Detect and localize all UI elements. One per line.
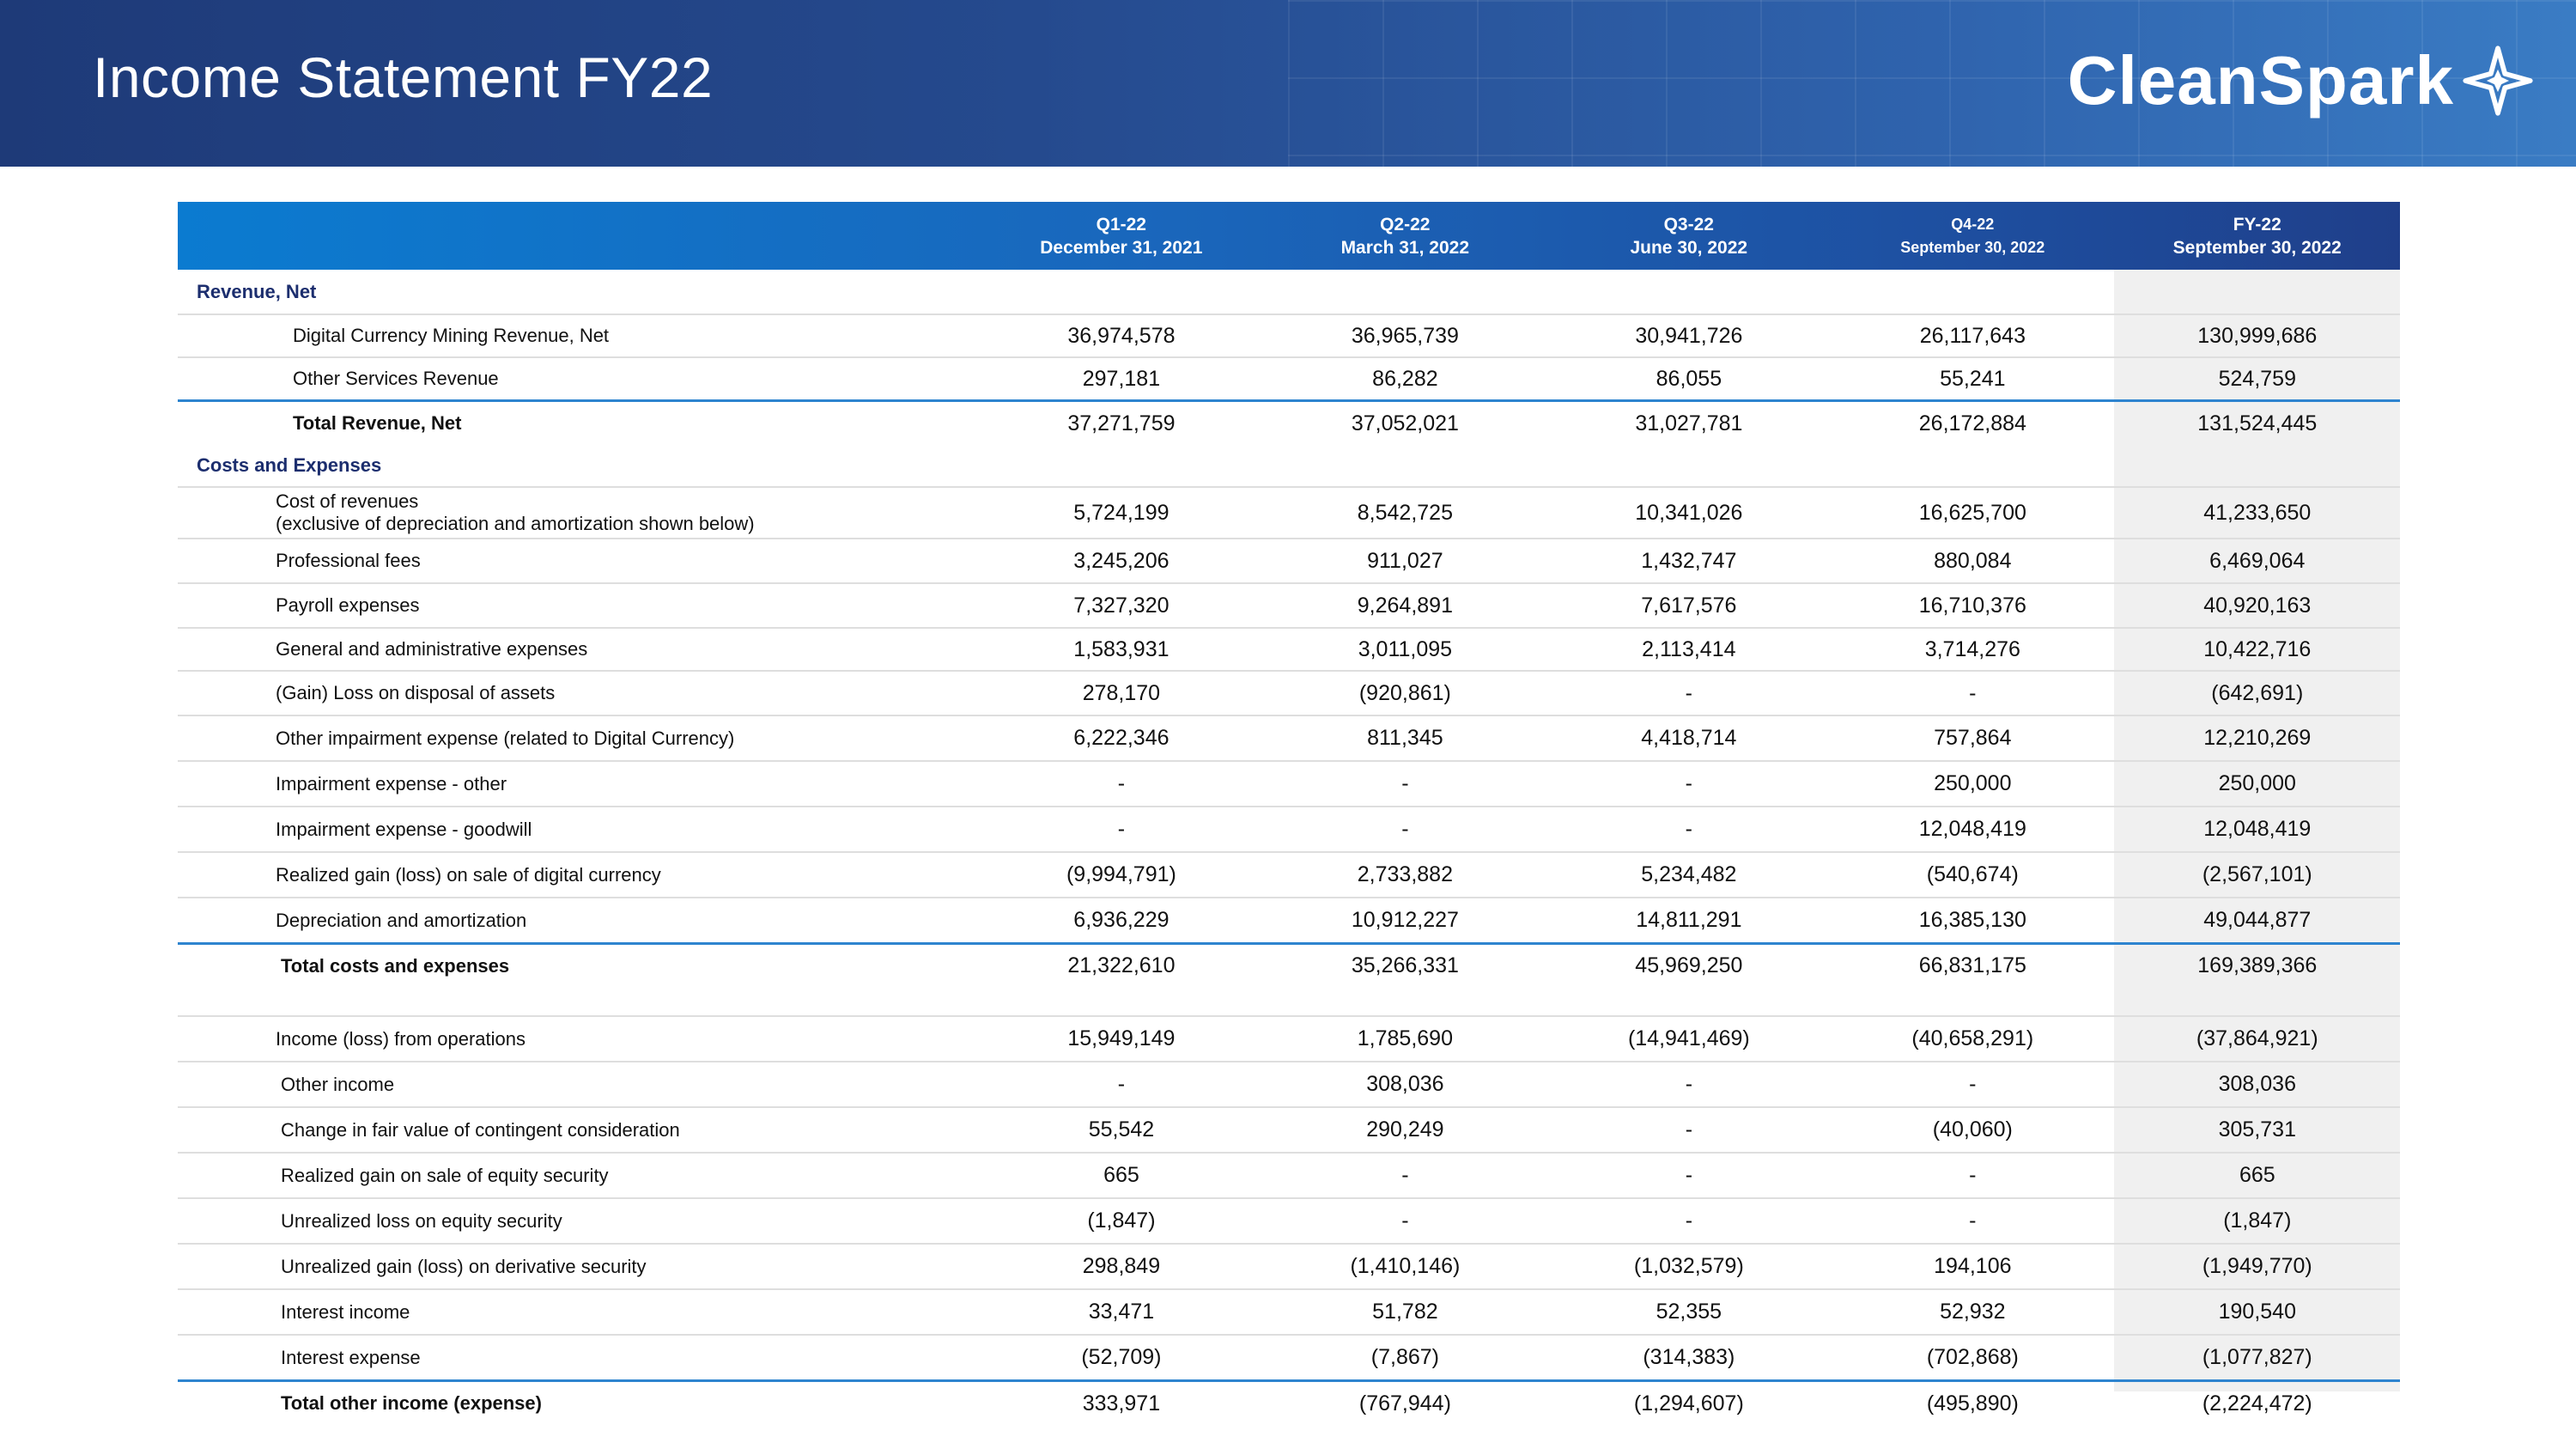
row-realized-equity: Realized gain on sale of equity security…: [178, 1154, 2400, 1199]
page-title: Income Statement FY22: [93, 46, 714, 109]
row-interest-income: Interest income 33,471 51,782 52,355 52,…: [178, 1290, 2400, 1336]
income-statement-table: Q1-22 December 31, 2021 Q2-22 March 31, 20…: [178, 202, 2400, 1425]
row-other-impairment: Other impairment expense (related to Dig…: [178, 716, 2400, 762]
section-revenue: Revenue, Net: [178, 270, 2400, 315]
row-depreciation: Depreciation and amortization 6,936,229 …: [178, 898, 2400, 945]
header-q1: Q1-22 December 31, 2021: [1040, 214, 1203, 258]
row-total-revenue: Total Revenue, Net 37,271,759 37,052,021…: [293, 411, 2318, 435]
header-q2: Q2-22 March 31, 2022: [1340, 214, 1469, 258]
row-cost-of-revenues: Cost of revenues (exclusive of depreciat…: [178, 488, 2400, 539]
row-realized-digital: Realized gain (loss) on sale of digital …: [178, 853, 2400, 898]
row-professional-fees: Professional fees 3,245,206 911,027 1,43…: [178, 539, 2400, 584]
row-mining-revenue: Digital Currency Mining Revenue, Net 36,…: [178, 315, 2400, 358]
row-payroll: Payroll expenses 7,327,320 9,264,891 7,6…: [178, 584, 2400, 629]
row-income-operations: Income (loss) from operations 15,949,149…: [178, 1017, 2400, 1062]
row-other-income: Other income - 308,036 - - 308,036: [178, 1062, 2400, 1108]
header-q3: Q3-22 June 30, 2022: [1630, 214, 1748, 258]
cost-of-revenues-label: Cost of revenues: [276, 490, 419, 512]
row-gain-loss-disposal: (Gain) Loss on disposal of assets 278,17…: [178, 672, 2400, 716]
row-contingent: Change in fair value of contingent consi…: [178, 1108, 2400, 1154]
row-g-and-a: General and administrative expenses 1,58…: [178, 629, 2400, 672]
row-total-costs: Total costs and expenses 21,322,610 35,2…: [178, 945, 2400, 1017]
fy-column-shading: [2114, 270, 2400, 1391]
row-total-other: Total other income (expense) 333,971 (76…: [281, 1391, 2312, 1416]
row-impairment-goodwill: Impairment expense - goodwill - - - 12,0…: [178, 807, 2400, 853]
row-interest-expense: Interest expense (52,709) (7,867) (314,3…: [178, 1336, 2400, 1382]
header-fy: FY-22 September 30, 2022: [2172, 214, 2342, 258]
header-q4: Q4-22 September 30, 2022: [1900, 215, 2045, 256]
row-impairment-other: Impairment expense - other - - - 250,000…: [178, 762, 2400, 807]
header-banner: Income Statement FY22 CleanSpark: [0, 0, 2576, 167]
cost-of-revenues-sublabel: (exclusive of depreciation and amortizat…: [276, 513, 755, 534]
logo-text: CleanSpark: [2067, 42, 2454, 119]
company-logo: CleanSpark: [2068, 41, 2533, 120]
header-label-cell: [178, 202, 980, 270]
banner-grid-pattern: [1288, 0, 2576, 167]
star-sparkle-icon: [2463, 46, 2533, 116]
section-costs: Costs and Expenses: [178, 445, 2400, 488]
row-unrealized-derivative: Unrealized gain (loss) on derivative sec…: [178, 1245, 2400, 1290]
table-header: Q1-22 December 31, 2021 Q2-22 March 31, 20…: [178, 202, 2400, 270]
row-unrealized-equity: Unrealized loss on equity security (1,84…: [178, 1199, 2400, 1245]
row-other-services: Other Services Revenue 297,181 86,282 86…: [178, 358, 2400, 402]
